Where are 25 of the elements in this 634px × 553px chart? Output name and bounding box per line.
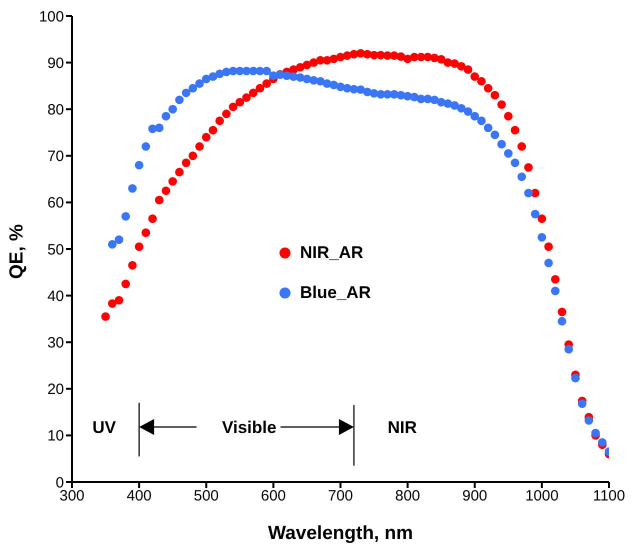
x-tick-label: 600 bbox=[260, 488, 286, 505]
annotation: UV bbox=[92, 418, 117, 437]
y-tick-label: 80 bbox=[47, 102, 64, 119]
y-tick-label: 70 bbox=[47, 148, 64, 166]
y-tick-label: 10 bbox=[47, 428, 64, 445]
x-axis-title: Wavelength, nm bbox=[268, 523, 413, 544]
y-tick-label: 100 bbox=[38, 8, 64, 26]
x-tick-label: 900 bbox=[462, 488, 488, 505]
x-tick-label: 1000 bbox=[525, 488, 559, 505]
legend-label: Blue_AR bbox=[300, 283, 371, 303]
x-tick-label: 1100 bbox=[592, 488, 626, 505]
x-tick-label: 800 bbox=[395, 488, 420, 505]
x-tick-label: 700 bbox=[328, 488, 354, 505]
y-tick-label: 40 bbox=[47, 288, 64, 305]
legend-label: NIR_AR bbox=[300, 243, 364, 263]
y-tick-label: 60 bbox=[47, 194, 64, 212]
annotation: Visible bbox=[222, 418, 276, 437]
y-tick-label: 30 bbox=[47, 334, 64, 352]
y-tick-label: 20 bbox=[47, 381, 64, 398]
y-tick-label: 50 bbox=[47, 241, 64, 258]
annotation: NIR bbox=[388, 418, 417, 437]
y-axis-title: QE, % bbox=[6, 224, 28, 279]
x-tick-label: 400 bbox=[126, 488, 152, 505]
y-tick-label: 90 bbox=[47, 54, 64, 72]
x-tick-label: 500 bbox=[194, 488, 219, 505]
